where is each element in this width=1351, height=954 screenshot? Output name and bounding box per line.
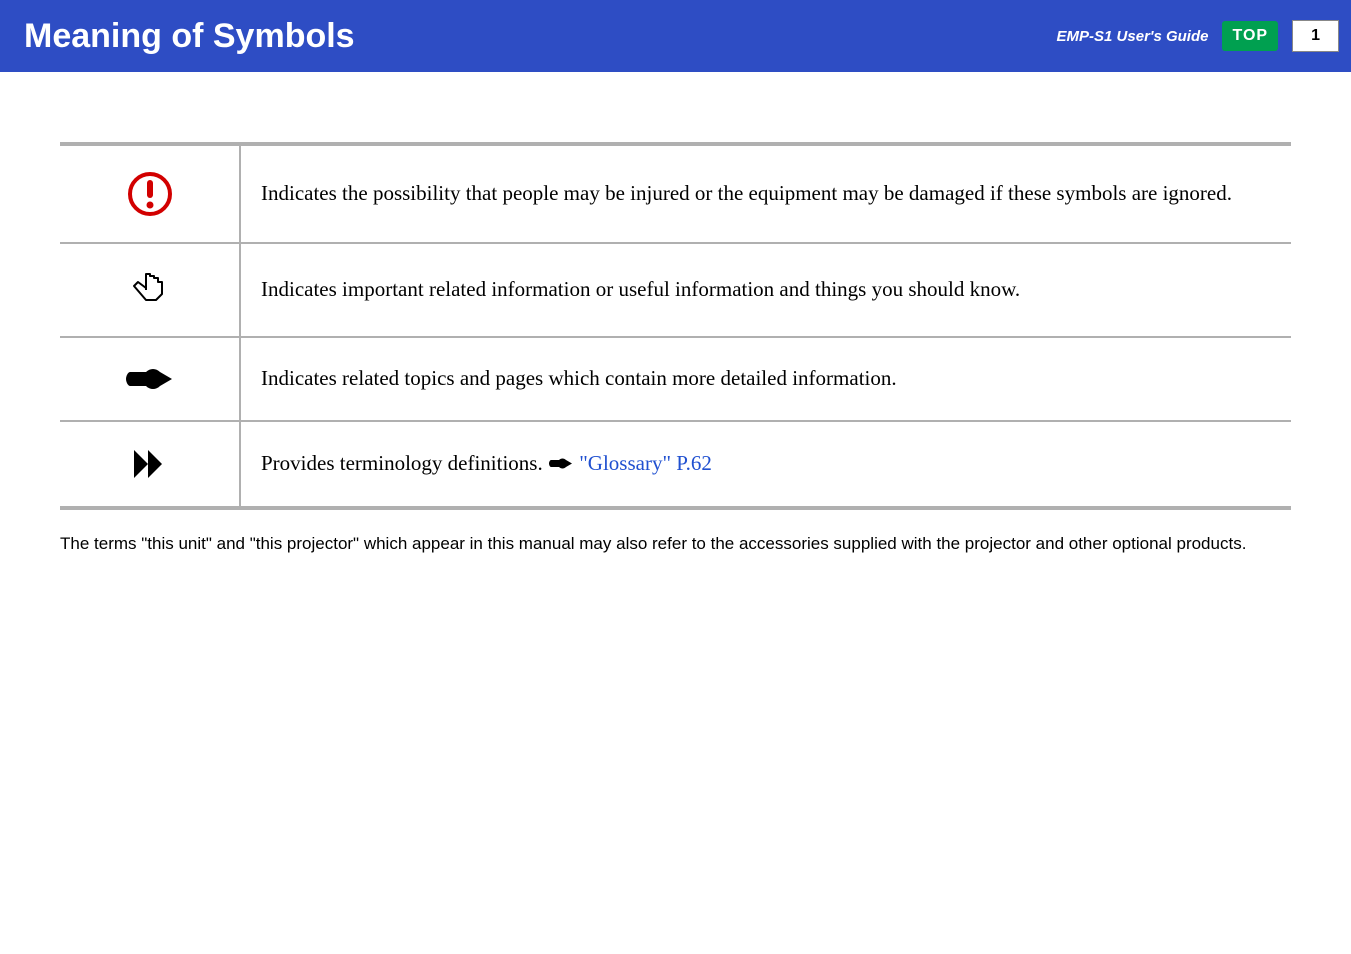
desc-cell-caution: Indicates the possibility that people ma… [240,144,1291,243]
page-title: Meaning of Symbols [24,17,355,56]
guide-name-label: EMP-S1 User's Guide [1057,28,1209,45]
header-bar: Meaning of Symbols EMP-S1 User's Guide T… [0,0,1351,72]
symbol-cell-tip [60,243,240,337]
page-number: 1 [1292,20,1339,52]
symbol-cell-reference [60,337,240,421]
symbol-cell-caution [60,144,240,243]
header-right-group: EMP-S1 User's Guide TOP 1 [1057,20,1339,52]
table-row: Indicates related topics and pages which… [60,337,1291,421]
desc-cell-reference: Indicates related topics and pages which… [240,337,1291,421]
content-area: Indicates the possibility that people ma… [0,72,1351,587]
pointer-hand-icon [124,362,176,396]
glossary-link[interactable]: "Glossary" P.62 [579,451,712,475]
glossary-desc-prefix: Provides terminology definitions. [261,451,548,475]
table-row: Indicates the possibility that people ma… [60,144,1291,243]
fast-forward-icon [130,446,170,482]
table-row: Indicates important related information … [60,243,1291,337]
symbol-cell-glossary [60,421,240,508]
symbols-table: Indicates the possibility that people ma… [60,142,1291,510]
table-row: Provides terminology definitions. "Gloss… [60,421,1291,508]
hand-point-icon [128,268,172,312]
footer-note: The terms "this unit" and "this projecto… [60,532,1291,557]
desc-cell-tip: Indicates important related information … [240,243,1291,337]
desc-cell-glossary: Provides terminology definitions. "Gloss… [240,421,1291,508]
pointer-small-icon [548,455,574,472]
caution-circle-icon [126,170,174,218]
top-badge[interactable]: TOP [1222,21,1278,51]
